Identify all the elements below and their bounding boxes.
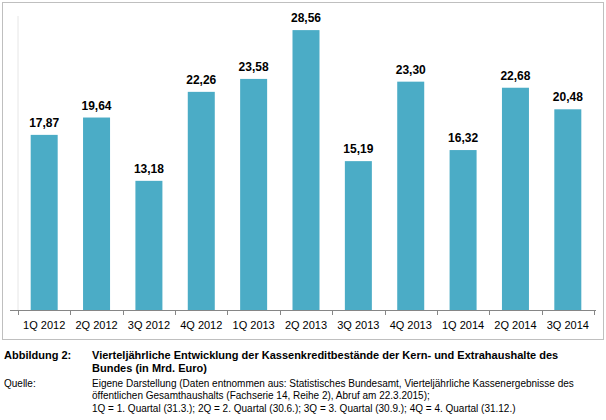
chart: 1Q 2012 2Q 2012 3Q 2012 4Q 2012 1Q 2013 2Q 20… [0, 0, 606, 343]
bar [345, 161, 372, 310]
x-tick-label: 2Q 2014 [494, 319, 536, 331]
bar [31, 135, 58, 310]
x-tick-label: 3Q 2014 [547, 319, 589, 331]
x-tick-mark [489, 310, 490, 315]
x-tick-label: 2Q 2012 [75, 319, 117, 331]
data-label: 23,30 [396, 63, 426, 77]
data-label: 22,68 [500, 69, 530, 83]
note: 1Q = 1. Quartal (31.3.); 2Q = 2. Quartal… [92, 403, 604, 415]
x-tick-mark [123, 310, 124, 315]
data-label: 22,26 [186, 73, 216, 87]
bar [554, 109, 581, 310]
x-tick-mark [385, 310, 386, 315]
figure-label: Abbildung 2: [4, 349, 90, 362]
y-axis-line [18, 16, 19, 310]
x-tick-mark [542, 310, 543, 315]
x-axis-line [10, 310, 596, 311]
data-label: 16,32 [448, 131, 478, 145]
x-tick-label: 3Q 2012 [128, 319, 170, 331]
bar [83, 118, 110, 310]
bar [293, 30, 320, 310]
x-tick-label: 1Q 2012 [23, 319, 65, 331]
bar [397, 82, 424, 310]
bar [188, 92, 215, 310]
page: {"chart_data": { "type": "bar", "figure_… [0, 0, 606, 420]
bar [450, 150, 477, 310]
data-label: 23,58 [239, 60, 269, 74]
data-label: 28,56 [291, 11, 321, 25]
x-tick-label: 4Q 2012 [180, 319, 222, 331]
bar [502, 88, 529, 310]
x-tick-label: 2Q 2013 [285, 319, 327, 331]
bar [135, 181, 162, 310]
x-tick-mark [70, 310, 71, 315]
x-tick-label: 4Q 2013 [390, 319, 432, 331]
x-tick-label: 3Q 2013 [337, 319, 379, 331]
bar [240, 79, 267, 310]
data-label: 19,64 [82, 99, 112, 113]
x-tick-mark [227, 310, 228, 315]
data-label: 13,18 [134, 162, 164, 176]
source-label: Quelle: [4, 378, 90, 390]
x-tick-mark [437, 310, 438, 315]
x-tick-label: 1Q 2014 [442, 319, 484, 331]
x-tick-mark [280, 310, 281, 315]
x-tick-mark [332, 310, 333, 315]
x-tick-mark [18, 310, 19, 315]
x-tick-mark [594, 310, 595, 315]
x-tick-mark [175, 310, 176, 315]
bars [31, 30, 582, 310]
x-tick-label: 1Q 2013 [233, 319, 275, 331]
title: Vierteljährliche Entwicklung der Kassenk… [92, 349, 597, 375]
chart-frame [3, 3, 604, 340]
data-label: 15,19 [343, 142, 373, 156]
data-label: 17,87 [29, 116, 59, 130]
data-label: 20,48 [553, 90, 583, 104]
source: Eigene Darstellung (Daten entnommen aus:… [92, 378, 604, 402]
